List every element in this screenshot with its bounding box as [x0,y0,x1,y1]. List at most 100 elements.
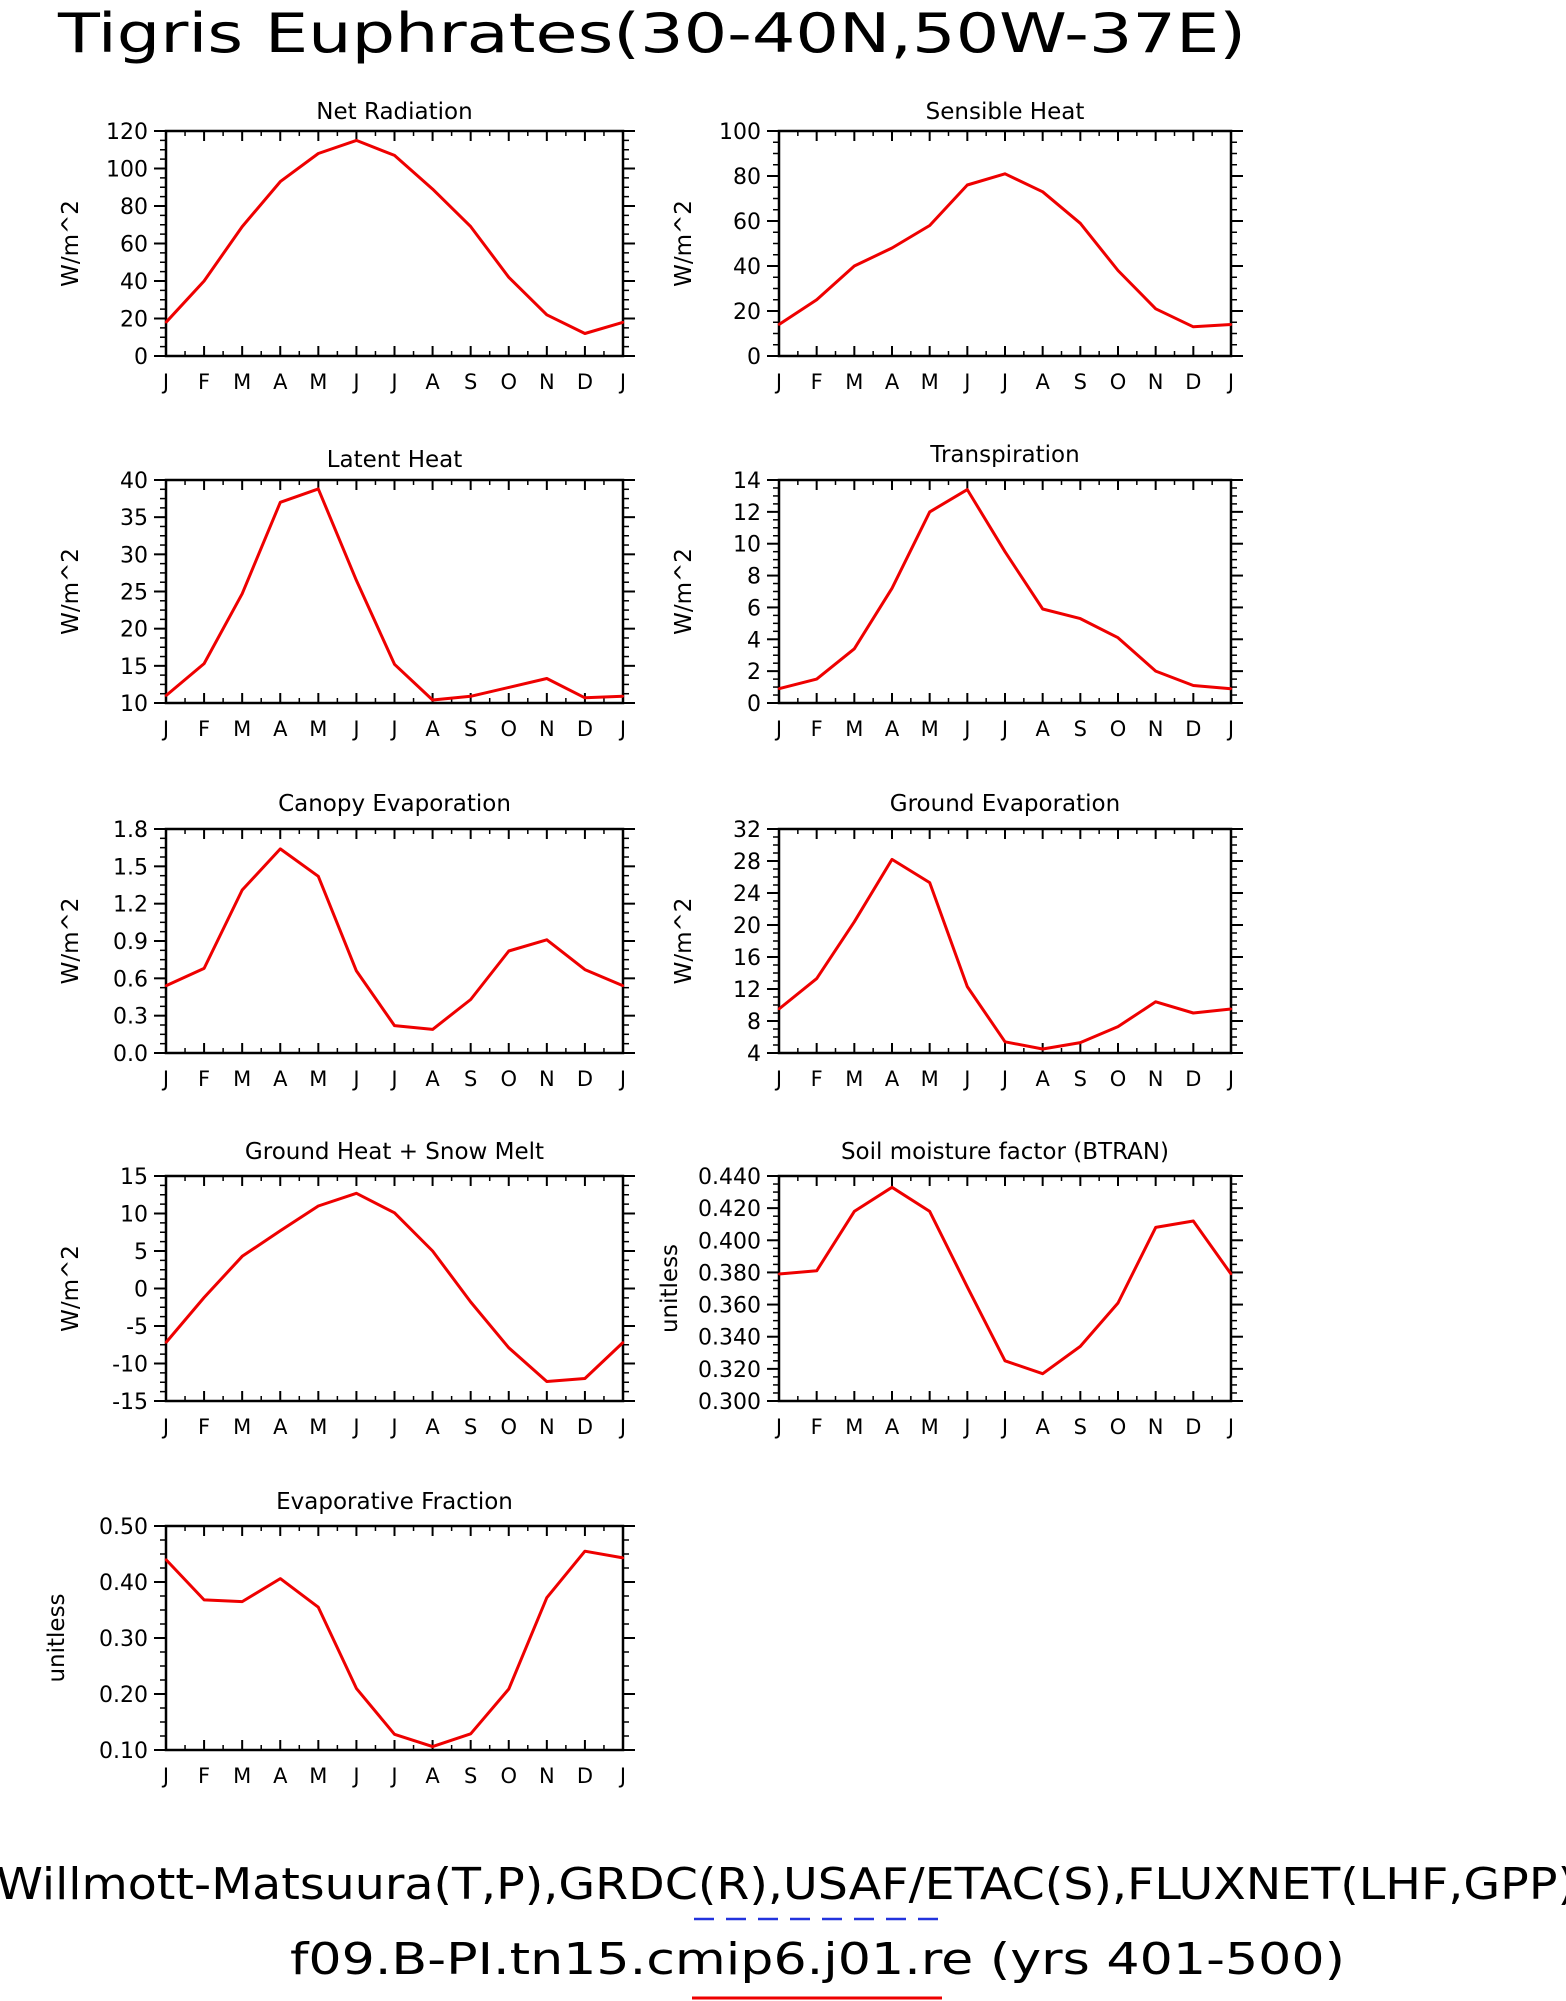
data-point [1154,669,1157,673]
y-tick-label: 40 [120,469,148,494]
x-tick-label: M [921,717,939,741]
series-line [778,1185,1233,1376]
x-tick-label: M [309,370,327,394]
x-tick-label: M [233,1415,251,1439]
x-tick-label: D [1185,717,1201,741]
y-axis-label: unitless [44,1593,70,1682]
y-tick-label: 100 [719,120,761,145]
y-tick-label: 15 [120,1165,148,1190]
x-tick-label: J [389,1764,397,1788]
data-point [355,139,358,142]
data-point [777,687,781,690]
series-line [164,138,624,335]
data-point [1003,1359,1007,1363]
data-point [240,888,244,892]
y-tick-label: 20 [733,300,761,325]
x-tick-label: J [774,370,782,394]
y-tick-label: 6 [747,596,761,621]
y-tick-label: 15 [120,655,148,680]
data-point [469,1732,472,1735]
data-point [1116,1301,1120,1305]
x-tick-label: M [845,717,863,741]
x-tick-label: J [161,1067,169,1091]
x-tick-label: A [425,1415,440,1439]
x-tick-label: M [233,1067,251,1091]
y-tick-label: 0.420 [698,1197,761,1222]
y-tick-label: 0.50 [99,1515,148,1540]
x-tick-label: O [500,717,517,741]
y-tick-label: 25 [120,581,148,606]
footer-model-case: f09.B-PI.tn15.cmip6.j01.re (yrs 401-500) [290,1934,1345,1985]
data-point [164,1341,168,1344]
x-tick-label: J [161,1415,169,1439]
x-tick-label: F [198,370,210,394]
y-tick-label: 20 [120,308,148,333]
x-tick-label: N [1148,717,1164,741]
chart-title: Sensible Heat [926,99,1085,125]
y-tick-label: -15 [112,1390,148,1415]
data-point [1229,323,1233,326]
chart-panel: J F M A M J J A S O N D J0.00.30.60.91.21.51.8Canopy… [58,791,635,1091]
y-tick-label: 0.0 [113,1042,148,1067]
x-tick-label: M [309,1764,327,1788]
y-tick-label: 0.300 [698,1390,761,1415]
y-tick-label: 60 [733,210,761,235]
data-point [1116,1025,1120,1028]
x-tick-label: A [885,370,900,394]
data-point [279,1577,282,1580]
data-point [317,152,320,155]
x-tick-label: J [389,370,397,394]
x-tick-label: S [1074,1067,1087,1091]
x-tick-label: J [618,1067,626,1091]
data-point [890,858,894,861]
x-tick-label: A [885,717,900,741]
x-tick-label: A [1035,1067,1050,1091]
data-point [469,695,472,698]
x-tick-label: A [273,1067,288,1091]
x-tick-label: M [921,1067,939,1091]
data-point [1041,1372,1044,1375]
figure-title: Tigris Euphrates(30-40N,50W-37E) [57,2,1246,65]
data-point [469,1300,472,1304]
x-tick-label: O [500,370,517,394]
data-point [1192,325,1195,328]
plot-frame [164,1524,625,1752]
data-point [545,313,549,316]
data-point [507,686,510,689]
data-point [507,949,510,953]
x-tick-label: A [1035,1415,1050,1439]
data-point [317,1606,320,1609]
x-tick-label: J [774,717,782,741]
plot-frame [777,478,1233,705]
y-tick-label: 0.360 [698,1294,761,1319]
x-tick-label: N [1148,370,1164,394]
y-tick-label: 16 [733,946,761,971]
data-point [583,968,587,971]
y-axis-label: W/m^2 [58,898,84,985]
data-point [545,677,549,680]
x-tick-label: M [845,1067,863,1091]
x-tick-label: J [618,717,626,741]
y-axis-label: W/m^2 [671,200,697,287]
x-tick-label: J [962,1067,970,1091]
x-tick-label: O [1110,370,1127,394]
x-tick-label: D [577,717,593,741]
y-tick-label: 24 [733,882,761,907]
data-point [1041,1047,1044,1051]
data-point [1116,269,1120,272]
y-axis-label: W/m^2 [671,898,697,985]
data-point [393,1024,396,1027]
series-line [778,488,1232,691]
series-line [164,1549,624,1749]
data-point [393,663,396,666]
y-tick-label: 0 [747,692,761,717]
series-line [165,487,624,702]
y-axis-label: W/m^2 [58,200,84,287]
data-point [355,969,358,973]
data-point [202,1598,206,1602]
data-point [164,1558,168,1561]
data-point [545,1596,549,1599]
data-point [1079,222,1082,225]
